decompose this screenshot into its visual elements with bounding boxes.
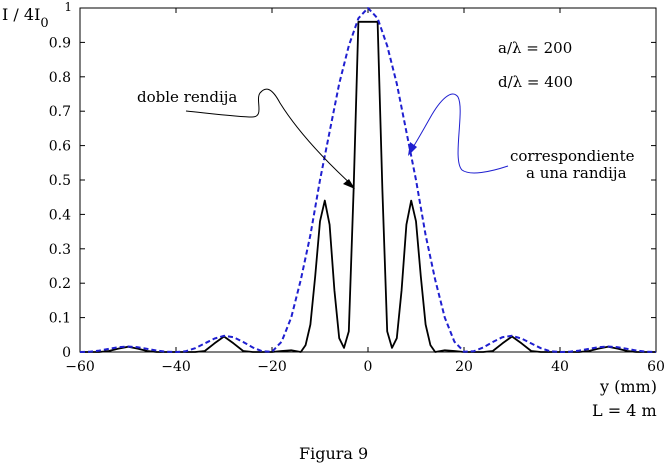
y-tick-label: 0.5	[49, 173, 71, 189]
x-tick-label: −60	[65, 359, 95, 375]
distance-note: L = 4 m	[592, 401, 657, 420]
x-tick-label: −20	[257, 359, 287, 375]
x-axis-label: y (mm)	[599, 377, 657, 396]
x-tick-label: 0	[364, 359, 373, 375]
x-tick-label: 20	[455, 359, 473, 375]
annotation-una-randija-line1: correspondiente	[510, 147, 635, 165]
param-d-lambda: d/λ = 400	[498, 73, 573, 91]
annotation-doble-rendija: doble rendija	[137, 88, 237, 106]
series-line-una-randija	[79, 7, 657, 353]
annotation-una-randija-leader	[409, 93, 509, 174]
x-tick-label: −40	[161, 359, 191, 375]
annotation-doble-rendija-leader	[185, 88, 355, 188]
x-tick-label: 40	[551, 359, 569, 375]
y-tick-label: 0.9	[49, 35, 71, 51]
y-axis-label: I / 4I0	[2, 5, 49, 31]
annotation-doble-rendija-arrowhead	[343, 179, 355, 189]
y-tick-label: 0.7	[49, 104, 71, 120]
y-tick-label: 0.8	[49, 70, 71, 86]
y-tick-label: 0.4	[49, 207, 71, 223]
series-line-doble-rendija	[80, 20, 656, 353]
annotation-una-randija-arrowhead	[408, 142, 417, 156]
series-lines	[79, 7, 657, 353]
y-tick-label: 1	[64, 0, 72, 14]
y-tick-label: 0.2	[49, 276, 71, 292]
y-tick-label: 0	[62, 345, 71, 361]
param-a-lambda: a/λ = 200	[498, 39, 572, 57]
x-tick-label: 60	[647, 359, 665, 375]
figure-caption: Figura 9	[299, 444, 368, 463]
annotation-una-randija-line2: a una randija	[526, 164, 627, 182]
y-tick-label: 0.1	[49, 311, 71, 327]
tick-labels: −60 −40 −20 0 20 40 60 0 0.1 0.2 0.3 0.4 0.5 0.6 0.7 0.…	[49, 0, 665, 375]
y-tick-label: 0.6	[49, 139, 71, 155]
y-tick-label: 0.3	[49, 242, 71, 258]
